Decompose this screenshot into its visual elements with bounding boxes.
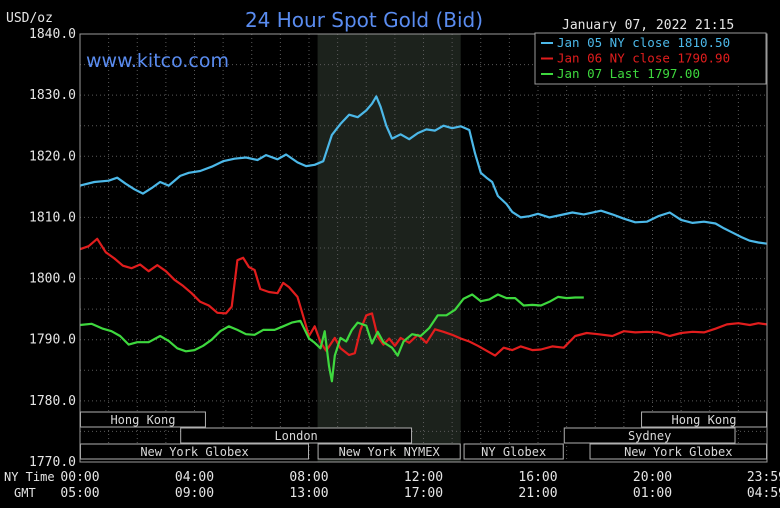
session-label: New York NYMEX: [339, 445, 441, 459]
session-new-york-globex: New York Globex: [589, 443, 768, 460]
session-london: London: [180, 427, 413, 444]
chart-title: 24 Hour Spot Gold (Bid): [245, 8, 483, 32]
x-tick-gmt: 21:00: [518, 486, 557, 501]
session-label: New York Globex: [140, 445, 248, 459]
x-tick-ny: 23:59: [747, 470, 780, 485]
session-new-york-nymex: New York NYMEX: [317, 443, 461, 460]
y-tick-label: 1780.0: [29, 394, 76, 409]
y-tick-label: 1790.0: [29, 333, 76, 348]
x-tick-ny: 16:00: [518, 470, 557, 485]
session-box: [563, 427, 736, 444]
session-sydney: Sydney: [563, 427, 736, 444]
series-line-0: [79, 95, 768, 245]
session-hong-kong: Hong Kong: [80, 411, 206, 428]
x-tick-ny: 12:00: [404, 470, 443, 485]
website-label: www.kitco.com: [86, 50, 229, 72]
y-tick-label: 1840.0: [29, 27, 76, 42]
legend-entry-0: Jan 05 NY close 1810.50: [557, 35, 730, 50]
session-label: NY Globex: [481, 445, 546, 459]
y-tick-label: 1830.0: [29, 88, 76, 103]
y-tick-label: 1820.0: [29, 149, 76, 164]
datetime-label: January 07, 2022 21:15: [562, 18, 734, 33]
x-tick-ny: 20:00: [633, 470, 672, 485]
series-line-2: [79, 293, 584, 383]
session-ny-globex: NY Globex: [463, 443, 564, 460]
session-box: [463, 443, 564, 460]
trading-sessions: Hong Kong Hong Kong London Sydney New York G…: [80, 411, 768, 460]
x-tick-gmt: 01:00: [633, 486, 672, 501]
shaded-band: [317, 34, 461, 462]
nymex-shaded-region: [317, 34, 461, 462]
y-tick-label: 1810.0: [29, 210, 76, 225]
session-new-york-globex: New York Globex: [80, 443, 309, 460]
x-tick-ny: 04:00: [175, 470, 214, 485]
legend-entry-2: Jan 07 Last 1797.00: [557, 66, 700, 81]
unit-label: USD/oz: [6, 11, 53, 26]
series-line-1: [79, 237, 768, 357]
x-tick-gmt: 17:00: [404, 486, 443, 501]
session-box: [317, 443, 461, 460]
ny-time-label: NY Time: [4, 470, 55, 484]
x-tick-ny: 08:00: [289, 470, 328, 485]
y-tick-label: 1800.0: [29, 272, 76, 287]
price-series: [79, 95, 768, 383]
session-label: London: [274, 429, 317, 443]
y-tick-label: 1770.0: [29, 455, 76, 470]
gmt-label: GMT: [14, 486, 36, 500]
x-tick-gmt: 04:59: [747, 486, 780, 501]
legend-entry-1: Jan 06 NY close 1790.90: [557, 51, 730, 66]
x-tick-gmt: 05:00: [60, 486, 99, 501]
x-tick-gmt: 13:00: [289, 486, 328, 501]
session-label: New York Globex: [624, 445, 732, 459]
plot-border: [79, 33, 768, 463]
x-tick-gmt: 09:00: [175, 486, 214, 501]
session-hong-kong: Hong Kong: [641, 411, 767, 428]
legend-box: [534, 32, 767, 85]
x-tick-ny: 00:00: [60, 470, 99, 485]
y-axis-ticks: 1770.0 1780.0 1790.0 1800.0 1810.0 1820.0 1830…: [29, 27, 76, 470]
session-box: [180, 427, 413, 444]
session-label: Sydney: [628, 429, 671, 443]
session-label: Hong Kong: [110, 413, 175, 427]
session-label: Hong Kong: [672, 413, 737, 427]
